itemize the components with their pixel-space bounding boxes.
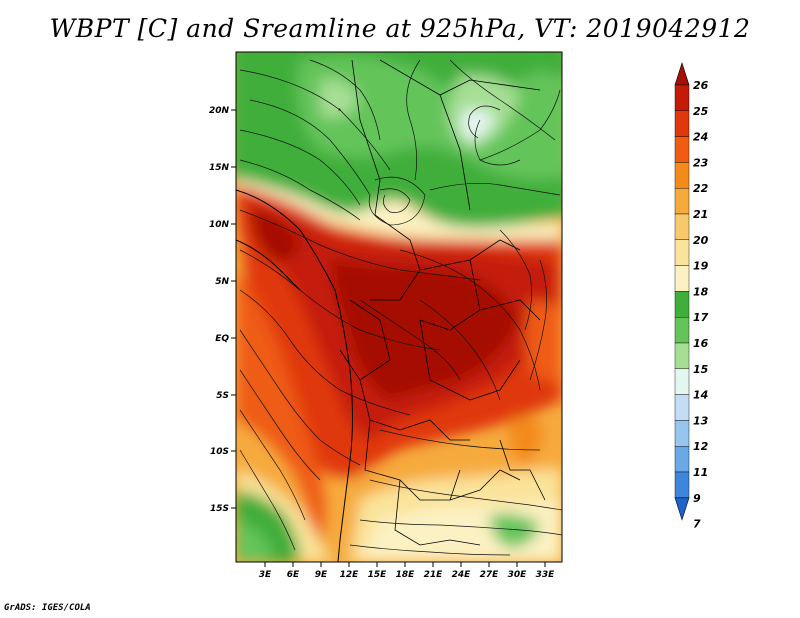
lon-label: 15E xyxy=(368,570,388,580)
colorbar-label: 19 xyxy=(693,260,709,273)
colorbar-label: 7 xyxy=(693,518,701,531)
colorbar-segment xyxy=(674,136,690,163)
lat-label: 20N xyxy=(209,106,230,116)
streamlines xyxy=(239,59,562,556)
colorbar-label: 16 xyxy=(693,337,709,350)
colorbar-segment xyxy=(674,162,690,189)
colorbar-segment xyxy=(674,187,690,215)
colorbar-segment xyxy=(674,446,690,473)
lat-label: 10N xyxy=(209,220,230,230)
colorbar-label: 25 xyxy=(693,105,709,118)
colorbar-segment xyxy=(674,291,690,318)
colorbar-label: 9 xyxy=(693,492,701,505)
lon-label: 30E xyxy=(508,570,528,580)
colorbar-segment xyxy=(674,317,690,344)
colorbar-label: 22 xyxy=(693,182,709,195)
colorbar-segment xyxy=(674,342,690,369)
lon-label: 12E xyxy=(340,570,360,580)
lon-label: 18E xyxy=(396,570,416,580)
colorbar-label: 13 xyxy=(693,414,709,427)
lon-label: 9E xyxy=(315,570,328,580)
longitude-axis: 3E 6E 9E 12E 15E 18E 21E 24E 27E 30E 33E xyxy=(259,562,555,580)
colorbar-segment xyxy=(674,84,690,111)
latitude-axis: 20N 15N 10N 5N EQ 5S 10S 15S xyxy=(209,106,236,514)
colorbar-label: 17 xyxy=(693,311,709,324)
colorbar-label: 23 xyxy=(693,156,709,169)
colorbar-segment xyxy=(674,265,690,292)
colorbar-label: 11 xyxy=(693,466,708,479)
colorbar-segment xyxy=(674,394,690,421)
lat-label: 5N xyxy=(215,277,229,287)
lon-label: 3E xyxy=(259,570,272,580)
colorbar-segment xyxy=(674,471,690,498)
lat-label: EQ xyxy=(215,334,229,344)
colorbar-label: 24 xyxy=(693,131,708,144)
colorbar-segment xyxy=(674,110,690,137)
lon-label: 21E xyxy=(424,570,444,580)
colorbar-segment xyxy=(674,368,690,395)
colorbar-label: 26 xyxy=(693,79,709,92)
lon-label: 33E xyxy=(536,570,556,580)
colorbar-arrow-top xyxy=(674,62,690,86)
colorbar-segment xyxy=(674,239,690,266)
lat-label: 10S xyxy=(210,447,229,457)
lat-label: 5S xyxy=(216,391,229,401)
wbpt-shading xyxy=(236,52,562,562)
colorbar: 26 25 24 23 22 21 20 19 18 17 16 15 14 13 12 11 9 7 xyxy=(674,62,709,531)
lon-label: 27E xyxy=(480,570,500,580)
credit-text: GrADS: IGES/COLA xyxy=(4,603,91,613)
map-frame xyxy=(235,51,563,563)
colorbar-arrow-bottom xyxy=(674,497,690,521)
country-boundaries xyxy=(236,59,546,562)
colorbar-label: 21 xyxy=(693,208,708,221)
map-title: WBPT [C] and Sreamline at 925hPa, VT: 20… xyxy=(49,14,751,43)
colorbar-label: 14 xyxy=(693,389,708,402)
lat-label: 15N xyxy=(209,163,230,173)
lat-label: 15S xyxy=(210,504,229,514)
colorbar-segment xyxy=(674,213,690,240)
colorbar-label: 15 xyxy=(693,363,709,376)
colorbar-label: 12 xyxy=(693,440,709,453)
colorbar-label: 20 xyxy=(693,234,709,247)
colorbar-label: 18 xyxy=(693,285,709,298)
lon-label: 24E xyxy=(452,570,472,580)
colorbar-segment xyxy=(674,420,690,447)
lon-label: 6E xyxy=(287,570,300,580)
